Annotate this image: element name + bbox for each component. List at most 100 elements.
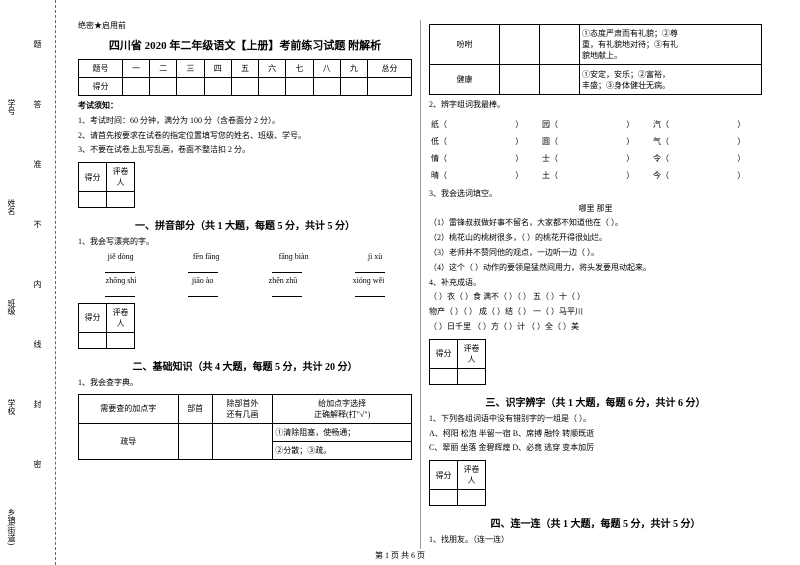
page-content: 绝密★启用前 四川省 2020 年二年级语文【上册】考前练习试题 附解析 题号 … — [70, 20, 790, 549]
cell: 土（ — [540, 167, 609, 184]
cell: ①态度严肃而有礼貌；②尊 重，有礼貌地对待；③有礼 貌地献上。 — [580, 25, 762, 65]
question-text: 1、下列各组词语中没有错别字的一组是（ ）。 — [429, 413, 762, 426]
cell: ） — [498, 116, 540, 133]
continuation-table: 吩咐 ①态度严肃而有礼貌；②尊 重，有礼貌地对待；③有礼 貌地献上。 健康 ①安… — [429, 24, 762, 95]
table-row: 健康 ①安定，安乐；②富裕， 丰盛；③身体健壮无病。 — [430, 65, 762, 95]
margin-label: 姓名 — [6, 199, 17, 215]
cell[interactable] — [540, 65, 580, 95]
table-row: 晴（） 土（） 今（） — [429, 167, 762, 184]
pinyin: fēn fānɡ — [193, 252, 219, 261]
question-text: 3、我会选词填空。 — [429, 188, 762, 201]
cell: 九 — [340, 60, 367, 78]
cell: 园（ — [540, 116, 609, 133]
section-heading: 二、基础知识（共 4 大题，每题 5 分，共计 20 分） — [78, 358, 412, 373]
notice-title: 考试须知： — [78, 100, 412, 113]
cell: 低（ — [429, 133, 498, 150]
cell: 总分 — [367, 60, 411, 78]
table-row: 低（） 圆（） 气（） — [429, 133, 762, 150]
cell: 气（ — [651, 133, 720, 150]
cell: 除部首外 还有几画 — [212, 394, 272, 423]
cell: 士（ — [540, 150, 609, 167]
cell: 得分 — [79, 303, 107, 332]
question-text: 1、我会写漂亮的字。 — [78, 236, 412, 249]
seal-hint: 封 — [32, 400, 43, 408]
pinyin-row: jiě dònɡ fēn fānɡ fānɡ biàn jì xù — [78, 252, 412, 261]
margin-label: 班级 — [6, 299, 17, 315]
pinyin: xiónɡ wěi — [353, 276, 385, 285]
cell: 评卷人 — [107, 163, 135, 192]
cell: ） — [609, 150, 651, 167]
cell[interactable] — [212, 423, 272, 459]
pinyin: zhōnɡ shí — [106, 276, 137, 285]
cell: 评卷人 — [458, 339, 486, 368]
table-row: 吩咐 ①态度严肃而有礼貌；②尊 重，有礼貌地对待；③有礼 貌地献上。 — [430, 25, 762, 65]
notice-line: 1、考试时间：60 分钟，满分为 100 分（含卷面分 2 分）。 — [78, 115, 412, 128]
exam-title: 四川省 2020 年二年级语文【上册】考前练习试题 附解析 — [78, 37, 412, 53]
pinyin: zhēn zhū — [269, 276, 298, 285]
right-column: 吩咐 ①态度严肃而有礼貌；②尊 重，有礼貌地对待；③有礼 貌地献上。 健康 ①安… — [420, 20, 770, 549]
question-line: （4）这个（ ）动作的要领是猛然间用力，将头发要甩动起来。 — [429, 262, 762, 275]
write-blank[interactable] — [355, 264, 385, 273]
margin-label: 学校 — [6, 399, 17, 415]
cell: 得分 — [79, 78, 123, 96]
cell[interactable] — [178, 423, 212, 459]
cell: 部首 — [178, 394, 212, 423]
option-line: C、翠丽 坐落 金碧辉煌 D、必竟 逃穿 变本加厉 — [429, 442, 762, 455]
write-blank[interactable] — [272, 264, 302, 273]
write-blank[interactable] — [188, 288, 218, 297]
table-row: 题号 一 二 三 四 五 六 七 八 九 总分 — [79, 60, 412, 78]
cell: ） — [720, 150, 762, 167]
cell: ） — [720, 167, 762, 184]
pinyin: fānɡ biàn — [279, 252, 309, 261]
cell: ） — [609, 133, 651, 150]
question-line: （2）桃花山的桃树很多，（ ）的桃花开得很灿烂。 — [429, 232, 762, 245]
pinyin: jì xù — [368, 252, 382, 261]
write-blank[interactable] — [188, 264, 218, 273]
cell: ） — [720, 116, 762, 133]
question-line: （3）老师并不赞同他的观点，一边听一边（ ）。 — [429, 247, 762, 260]
question-text: 1、找朋友。（连一连） — [429, 534, 762, 547]
write-blank[interactable] — [105, 288, 135, 297]
pinyin: jiāo ào — [192, 276, 214, 285]
cell: 给加点字选择 正确解释(打"√") — [273, 394, 412, 423]
seal-hint: 答 — [32, 100, 43, 108]
cell[interactable] — [540, 25, 580, 65]
cell: 评卷人 — [107, 303, 135, 332]
cell: 评卷人 — [458, 461, 486, 490]
cell: 今（ — [651, 167, 720, 184]
cell: 三 — [177, 60, 204, 78]
seal-hint: 准 — [32, 160, 43, 168]
cell: 纸（ — [429, 116, 498, 133]
pinyin: jiě dònɡ — [108, 252, 134, 261]
word-bank: 哪里 那里 — [429, 203, 762, 216]
cell: 五 — [231, 60, 258, 78]
secret-mark: 绝密★启用前 — [78, 20, 412, 31]
seal-hint: 线 — [32, 340, 43, 348]
question-text: 4、补充成语。 — [429, 277, 762, 290]
page-footer: 第 1 页 共 6 页 — [0, 550, 800, 561]
write-blank[interactable] — [355, 288, 385, 297]
table-row: 疏导 ①清除阻塞，使畅通； — [79, 423, 412, 441]
cell: ） — [609, 116, 651, 133]
cell: ） — [498, 133, 540, 150]
cell: ①安定，安乐；②富裕， 丰盛；③身体健壮无病。 — [580, 65, 762, 95]
marker-box: 得分评卷人 — [429, 339, 762, 385]
marker-box: 得分评卷人 — [78, 303, 412, 349]
notice-line: 3、不要在试卷上乱写乱画，卷面不整洁扣 2 分。 — [78, 144, 412, 157]
table-row: 得分 — [79, 78, 412, 96]
cell: 得分 — [430, 461, 458, 490]
cell: 晴（ — [429, 167, 498, 184]
answer-row — [78, 264, 412, 273]
score-summary-table: 题号 一 二 三 四 五 六 七 八 九 总分 得分 — [78, 59, 412, 96]
cell: 六 — [259, 60, 286, 78]
cell: 二 — [150, 60, 177, 78]
table-row: 纸（） 园（） 汽（） — [429, 116, 762, 133]
write-blank[interactable] — [105, 264, 135, 273]
marker-box: 得分评卷人 — [78, 162, 412, 208]
margin-label: 学号 — [6, 99, 17, 115]
write-blank[interactable] — [272, 288, 302, 297]
cell[interactable] — [500, 25, 540, 65]
cell[interactable] — [500, 65, 540, 95]
seal-hint: 密 — [32, 460, 43, 468]
cell: 七 — [286, 60, 313, 78]
